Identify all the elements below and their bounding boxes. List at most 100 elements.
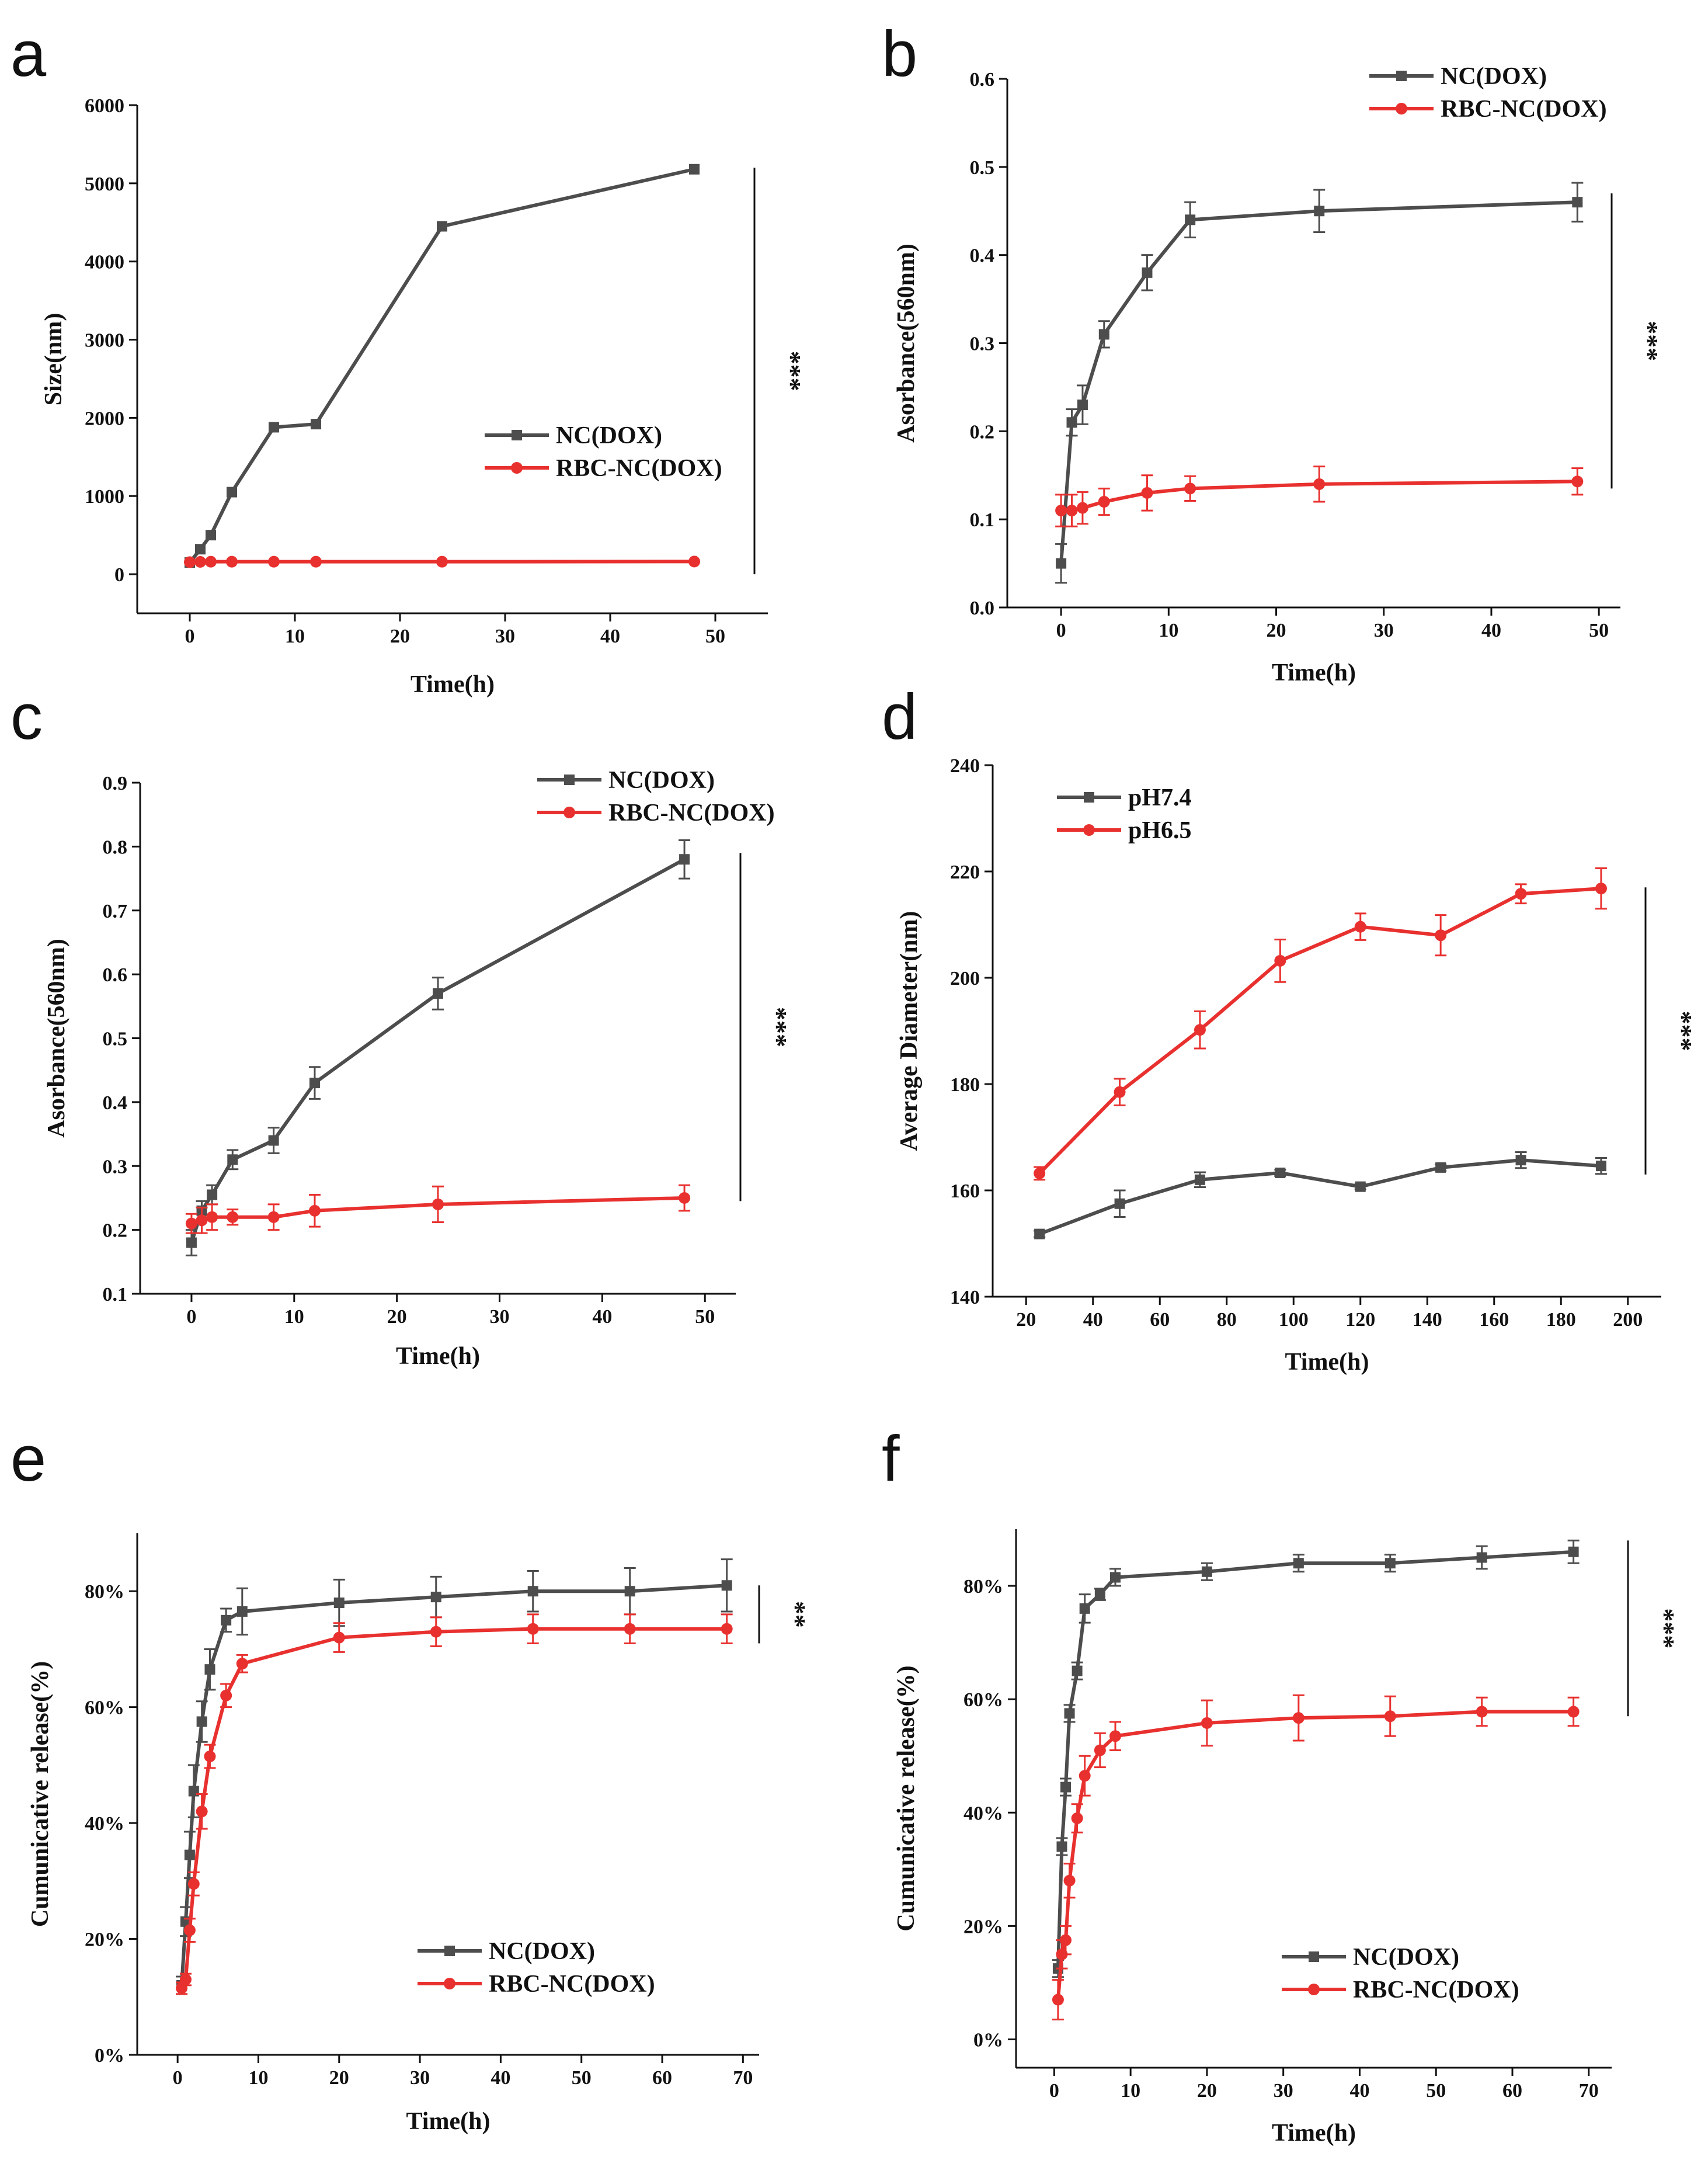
y-axis-label: Size(nm) xyxy=(40,313,67,406)
data-point xyxy=(184,1849,195,1860)
y-tick-label: 2000 xyxy=(85,408,124,429)
chart-c: 0 10 20 30 40 50 0.1 0.2 0.3 0.4 0.5 0.6 0.7 0.8 0.9 Ti… xyxy=(43,767,792,1370)
series-e-first xyxy=(176,1558,733,1995)
y-tick-label: 40% xyxy=(85,1813,124,1835)
y-tick-label: 0.2 xyxy=(103,1220,128,1242)
data-point xyxy=(689,164,700,175)
series-line xyxy=(1059,200,1578,564)
significance-label: *** xyxy=(777,351,806,391)
x-tick-label: 50 xyxy=(1589,620,1609,641)
data-point xyxy=(1476,1552,1487,1563)
legend-label: pH6.5 xyxy=(1128,817,1192,844)
data-point xyxy=(430,1626,442,1638)
data-point xyxy=(227,487,237,498)
y-tick-label: 80% xyxy=(85,1581,124,1603)
legend-marker xyxy=(511,462,523,474)
data-point xyxy=(721,1623,733,1635)
series-line xyxy=(190,857,686,1244)
x-tick-label: 10 xyxy=(284,1306,304,1328)
data-point xyxy=(527,1586,538,1597)
x-tick-label: 70 xyxy=(733,2067,753,2089)
y-tick-label: 0% xyxy=(973,2029,1003,2051)
x-axis-label: Time(h) xyxy=(411,671,495,698)
data-point xyxy=(311,419,321,430)
y-tick-label: 4000 xyxy=(85,252,124,273)
data-point xyxy=(1077,400,1088,411)
legend-marker xyxy=(563,807,575,818)
x-tick-label: 50 xyxy=(572,2067,592,2089)
x-tick-label: 30 xyxy=(490,1306,510,1328)
data-point xyxy=(187,1878,200,1890)
data-point xyxy=(236,1606,248,1617)
series-line xyxy=(180,1583,727,1986)
series-b-second xyxy=(1055,466,1584,527)
data-point xyxy=(1056,558,1067,569)
data-point xyxy=(1571,475,1584,488)
x-tick-label: 30 xyxy=(410,2067,430,2089)
legend-label: RBC-NC(DOX) xyxy=(556,455,722,482)
legend-f: NC(DOX) RBC-NC(DOX) xyxy=(1282,1944,1519,2003)
data-point xyxy=(1056,1841,1067,1852)
x-tick-label: 20 xyxy=(387,1306,407,1328)
data-point xyxy=(1076,502,1088,514)
series-e-second xyxy=(176,1613,733,1995)
x-tick-label: 20 xyxy=(1016,1309,1036,1331)
x-axis-label: Time(h) xyxy=(1272,2120,1356,2147)
panel-label-b: b xyxy=(882,18,917,90)
x-tick-label: 120 xyxy=(1345,1309,1375,1331)
data-point xyxy=(1141,487,1153,499)
x-tick-label: 20 xyxy=(1267,620,1286,641)
data-point xyxy=(688,555,700,568)
data-point xyxy=(1055,505,1067,517)
y-axis-label: Asorbance(560nm) xyxy=(43,939,70,1138)
legend-label: NC(DOX) xyxy=(608,767,715,794)
legend-marker xyxy=(444,1946,455,1956)
data-point xyxy=(1274,954,1286,967)
legend-label: RBC-NC(DOX) xyxy=(489,1971,655,1998)
x-tick-label: 60 xyxy=(652,2067,672,2089)
data-point xyxy=(1201,1566,1212,1577)
y-tick-label: 60% xyxy=(963,1689,1003,1711)
data-point xyxy=(333,1598,345,1609)
series-a-second xyxy=(184,555,700,568)
legend-label: pH7.4 xyxy=(1128,784,1192,811)
data-point xyxy=(268,1135,279,1146)
data-point xyxy=(1194,1174,1205,1185)
data-point xyxy=(176,1982,188,1994)
legend-marker xyxy=(564,775,575,785)
series-b-first xyxy=(1055,182,1584,584)
x-tick-label: 50 xyxy=(695,1306,715,1328)
x-tick-label: 40 xyxy=(592,1306,612,1328)
series-a-first xyxy=(185,164,700,568)
data-point xyxy=(1435,929,1447,942)
data-point xyxy=(1354,921,1366,933)
chart-a: 0 10 20 30 40 50 0 1000 2000 3000 4000 5000 6000 Time… xyxy=(40,95,806,698)
data-point xyxy=(1595,1161,1606,1172)
data-point xyxy=(1385,1558,1396,1569)
x-tick-label: 20 xyxy=(390,626,410,647)
data-point xyxy=(179,1974,192,1986)
x-tick-label: 0 xyxy=(173,2067,183,2089)
x-axis-label: Time(h) xyxy=(406,2108,491,2135)
legend-marker xyxy=(1084,792,1094,803)
data-point xyxy=(437,221,447,232)
x-tick-label: 0 xyxy=(186,1306,196,1328)
legend-marker xyxy=(1396,103,1407,114)
y-tick-label: 5000 xyxy=(85,173,124,195)
data-point xyxy=(430,1592,441,1603)
data-point xyxy=(1064,1708,1075,1719)
data-point xyxy=(196,1214,208,1227)
y-tick-label: 20% xyxy=(963,1916,1003,1937)
data-point xyxy=(205,555,217,568)
data-point xyxy=(1071,1812,1083,1824)
data-point xyxy=(721,1580,732,1591)
y-tick-label: 3000 xyxy=(85,330,124,352)
data-point xyxy=(236,1658,248,1670)
x-tick-label: 20 xyxy=(329,2067,349,2089)
data-point xyxy=(1052,1994,1064,2006)
data-point xyxy=(1384,1710,1396,1723)
series-line xyxy=(180,1627,727,1989)
data-point xyxy=(1109,1730,1121,1742)
data-point xyxy=(269,422,279,433)
data-point xyxy=(227,1154,238,1165)
